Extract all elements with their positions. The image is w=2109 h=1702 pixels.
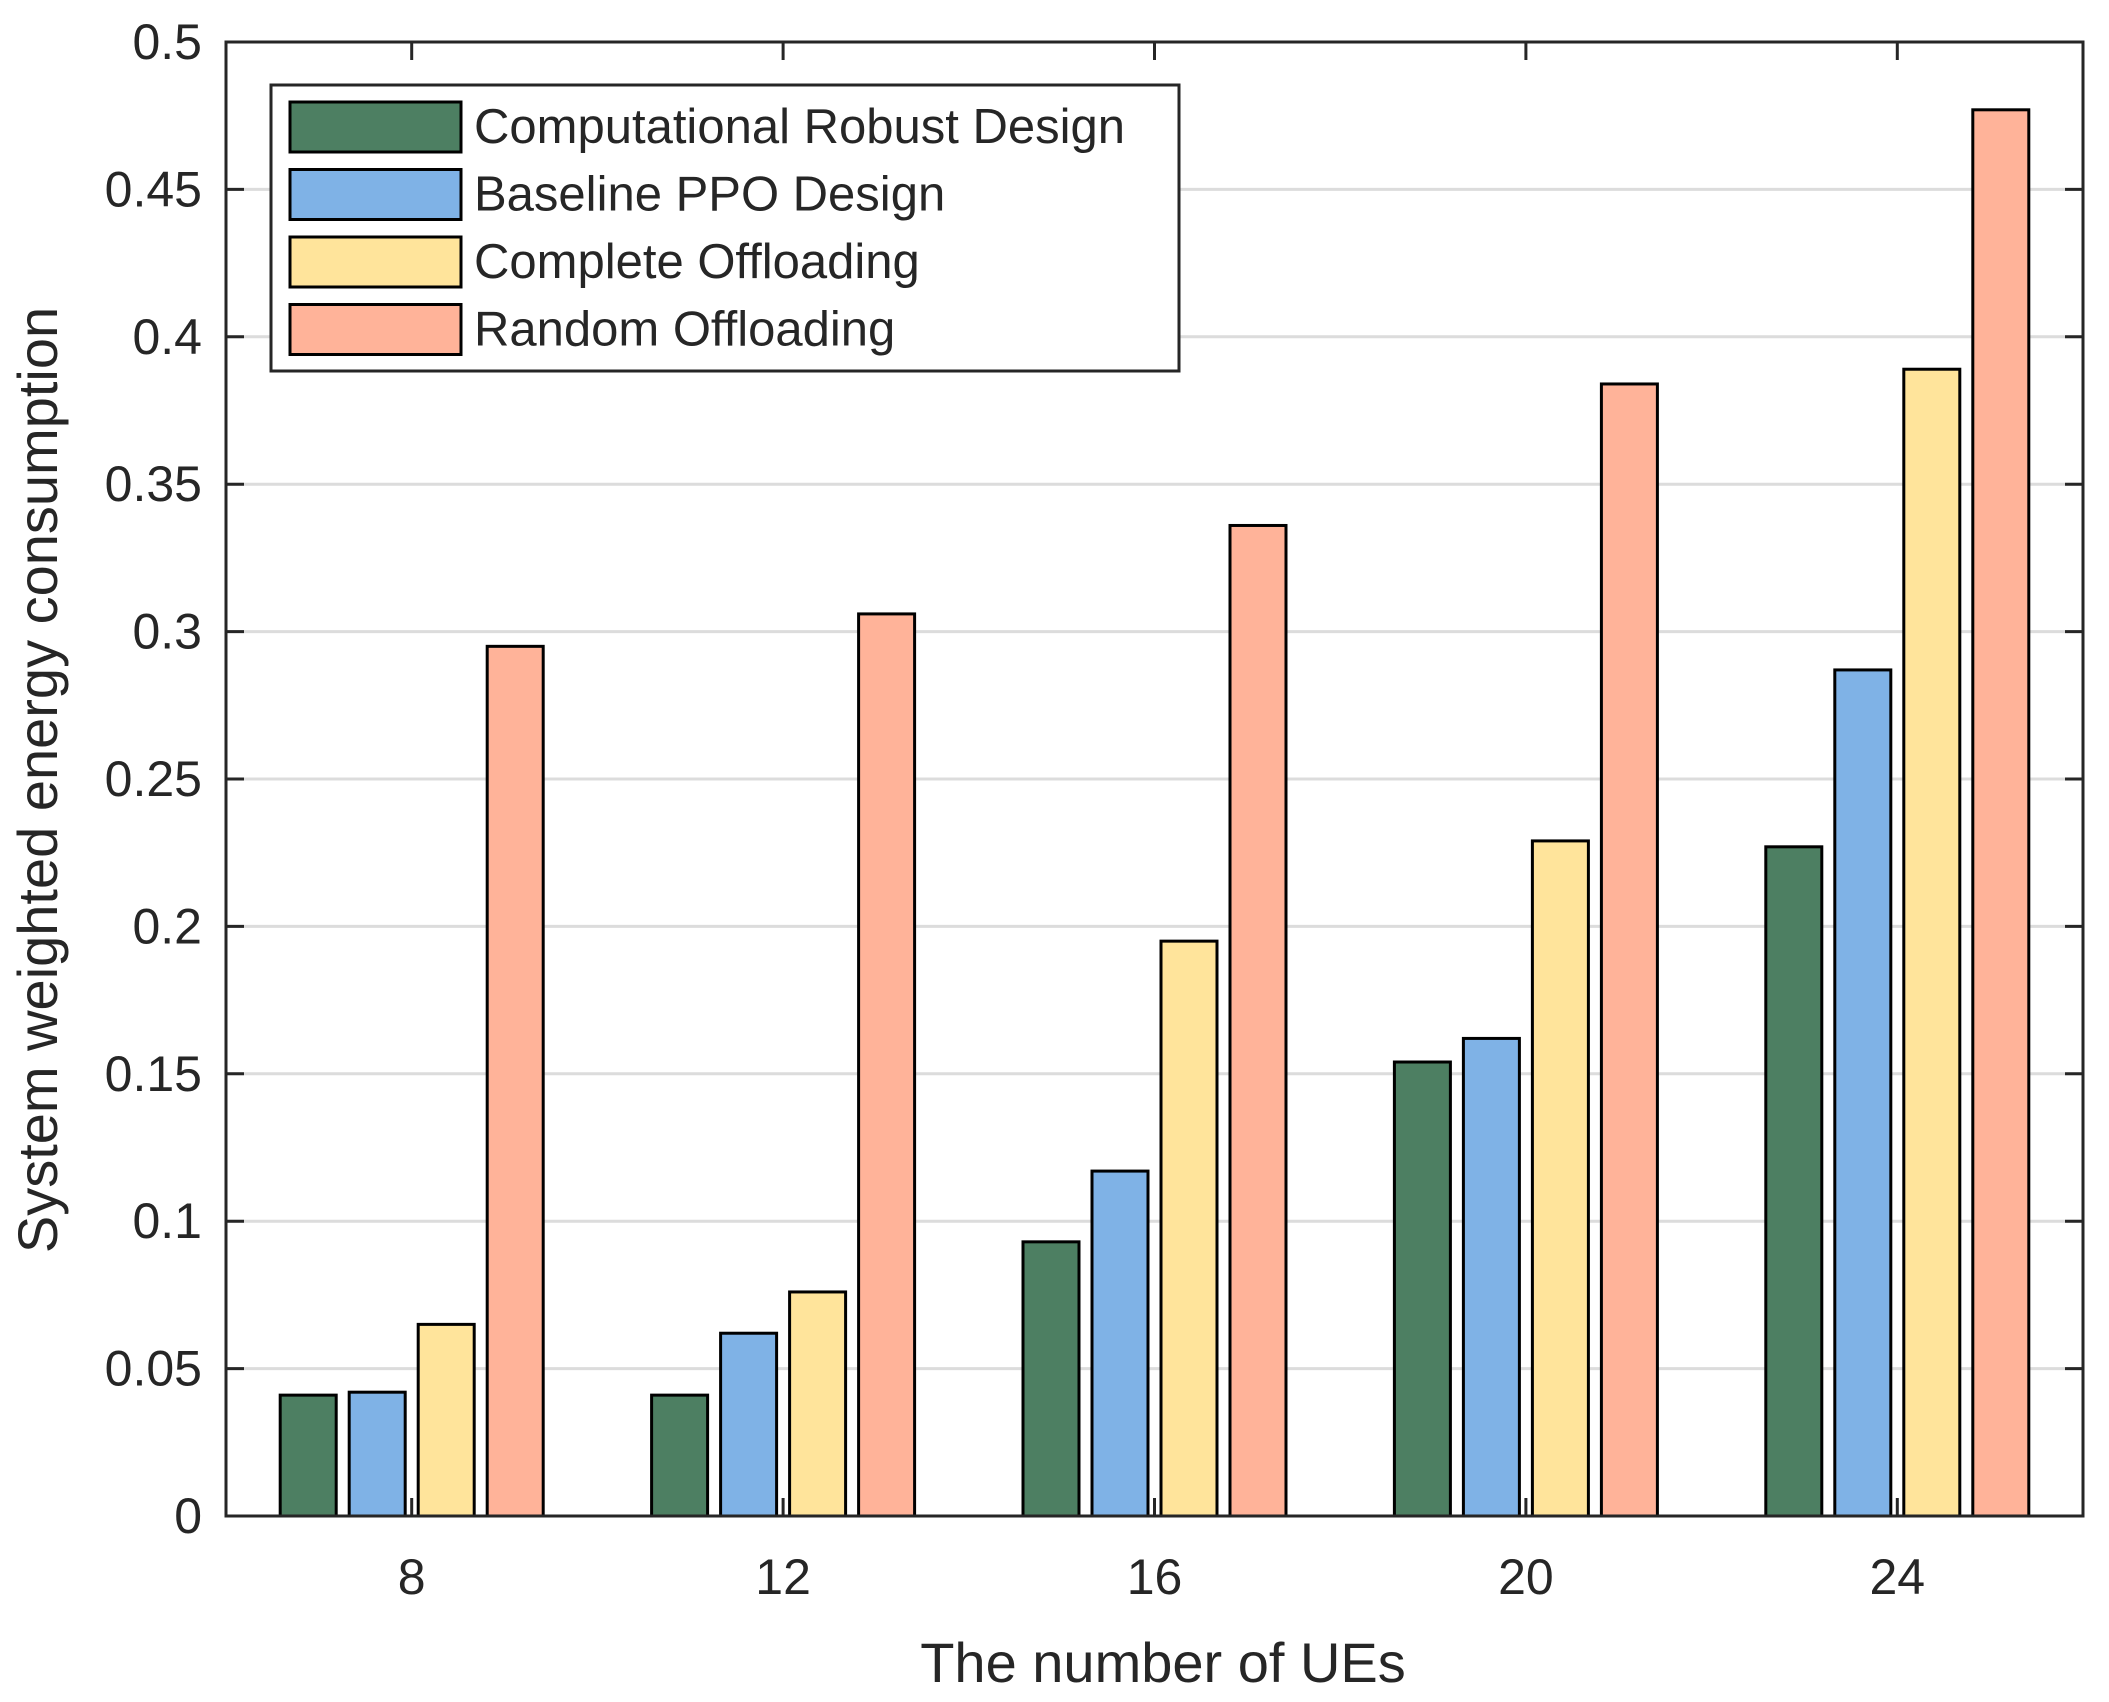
y-tick-label-1: 0.05	[105, 1341, 202, 1397]
bar-8-series-4	[485, 644, 545, 1518]
y-tick-label-7: 0.35	[105, 456, 202, 512]
legend-swatch-1[interactable]	[288, 100, 463, 154]
bar-8-series-3	[416, 1322, 476, 1518]
bar-24-series-4	[1971, 108, 2031, 1518]
bar-20-series-3	[1530, 839, 1590, 1518]
bar-24-series-3	[1902, 367, 1962, 1518]
axes: 8 12 16 20 24 0 0.05 0.1 0.15 0.2 0.25 0.3 0.35 0.4 0.…	[105, 14, 2085, 1605]
bar-12-series-4	[857, 612, 917, 1518]
y-tick-label-4: 0.2	[132, 898, 202, 954]
bar-12-series-1	[650, 1393, 710, 1518]
y-tick-label-6: 0.3	[132, 604, 202, 660]
bar-16-series-3	[1159, 939, 1219, 1518]
legend[interactable]: Computational Robust Design Baseline PPO …	[269, 83, 1181, 373]
y-tick-label-0: 0	[174, 1488, 202, 1544]
legend-swatch-2[interactable]	[288, 168, 463, 221]
bar-20-series-2	[1461, 1036, 1521, 1518]
bar-16-series-2	[1090, 1169, 1150, 1518]
legend-label-4[interactable]: Random Offloading	[474, 303, 895, 357]
bar-8-series-1	[278, 1393, 338, 1518]
bars	[278, 108, 2031, 1518]
bar-16-series-4	[1228, 523, 1288, 1518]
bar-16-series-1	[1021, 1240, 1081, 1518]
legend-label-2[interactable]: Baseline PPO Design	[474, 168, 945, 222]
y-tick-label-3: 0.15	[105, 1046, 202, 1102]
bar-12-series-2	[719, 1331, 779, 1518]
bar-20-series-1	[1392, 1060, 1452, 1518]
legend-label-3[interactable]: Complete Offloading	[474, 235, 920, 289]
plot-frame	[224, 40, 2085, 1518]
y-tick-label-5: 0.25	[105, 751, 202, 807]
y-axis-label: System weighted energy consumption	[6, 307, 69, 1253]
x-tick-label-24: 24	[1869, 1549, 1925, 1605]
y-tick-label-10: 0.5	[132, 14, 202, 70]
bar-24-series-1	[1764, 845, 1824, 1518]
x-tick-label-16: 16	[1127, 1549, 1183, 1605]
legend-swatch-4[interactable]	[288, 303, 463, 356]
bar-8-series-2	[347, 1390, 407, 1518]
bar-24-series-2	[1833, 668, 1893, 1518]
y-tick-label-8: 0.4	[132, 309, 202, 365]
legend-swatch-3[interactable]	[288, 235, 463, 289]
y-tick-label-9: 0.45	[105, 161, 202, 217]
legend-label-1[interactable]: Computational Robust Design	[474, 100, 1125, 154]
x-tick-label-12: 12	[755, 1549, 811, 1605]
bar-12-series-3	[788, 1290, 848, 1518]
x-tick-label-8: 8	[398, 1549, 426, 1605]
x-tick-label-20: 20	[1498, 1549, 1554, 1605]
x-axis-label: The number of UEs	[920, 1631, 1406, 1694]
bar-20-series-4	[1599, 382, 1659, 1518]
y-tick-label-2: 0.1	[132, 1193, 202, 1249]
